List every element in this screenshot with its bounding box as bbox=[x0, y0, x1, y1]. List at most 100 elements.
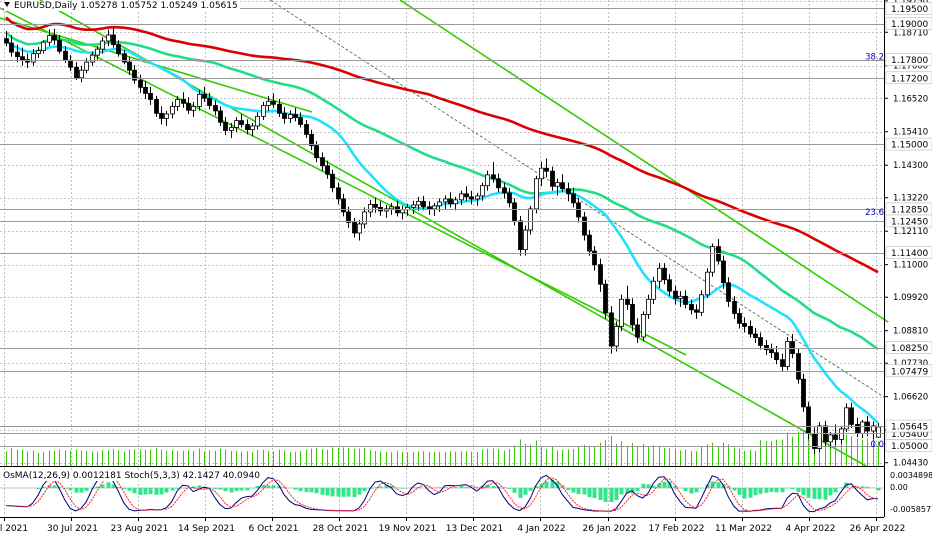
price-level-box bbox=[885, 17, 932, 30]
candle-body bbox=[213, 105, 218, 112]
candle-body bbox=[132, 69, 137, 81]
candle-body bbox=[95, 48, 100, 56]
stoch-signal-line bbox=[5, 477, 879, 512]
candle-body bbox=[641, 313, 646, 338]
price-level-box bbox=[885, 246, 932, 259]
candle-body bbox=[485, 174, 490, 187]
candle-body bbox=[368, 203, 373, 213]
date-tick-label: 30 Jul 2021 bbox=[47, 524, 98, 534]
candle-body bbox=[304, 124, 309, 135]
candle-body bbox=[496, 178, 501, 189]
candle-body bbox=[726, 282, 731, 302]
price-tick-label: 1.15410 bbox=[893, 128, 928, 138]
candle-body bbox=[250, 125, 255, 131]
candle-body bbox=[293, 114, 298, 118]
candle-body bbox=[100, 40, 105, 50]
candle-body bbox=[518, 220, 523, 250]
price-level-label: 1.05400 bbox=[891, 430, 928, 440]
candle-body bbox=[502, 187, 507, 194]
price-level-box bbox=[885, 214, 932, 228]
candle-body bbox=[630, 304, 635, 326]
stoch-label: Stoch(5,3,3) 42.1427 40.0940 bbox=[124, 471, 260, 481]
candle-body bbox=[555, 182, 560, 187]
ohlc-values: 1.05278 1.05752 1.05249 1.05615 bbox=[80, 1, 238, 11]
candle-body bbox=[571, 193, 576, 204]
indicator-scale-label: -0.0058571 bbox=[890, 505, 932, 514]
candle-body bbox=[79, 69, 84, 79]
price-level-box bbox=[885, 53, 932, 66]
price-level-label: 1.12450 bbox=[891, 217, 928, 227]
candle-body bbox=[475, 195, 480, 200]
date-tick-label: 8 Jul 2021 bbox=[0, 524, 28, 534]
candle-body bbox=[876, 426, 881, 438]
candle-body bbox=[4, 38, 9, 44]
candle-body bbox=[143, 87, 148, 94]
candle-body bbox=[437, 201, 442, 207]
date-tick-label: 4 Apr 2022 bbox=[786, 524, 836, 534]
candle-body bbox=[218, 110, 223, 123]
candle-body bbox=[512, 202, 517, 222]
candle-body bbox=[282, 112, 287, 119]
price-level-label: 1.19000 bbox=[891, 20, 928, 30]
candle-body bbox=[673, 290, 678, 299]
candle-body bbox=[63, 50, 68, 61]
candle-body bbox=[748, 326, 753, 335]
candle-body bbox=[266, 100, 271, 106]
candle-body bbox=[320, 157, 325, 167]
candle-body bbox=[164, 113, 169, 119]
candle-body bbox=[271, 100, 276, 105]
candle-body bbox=[239, 120, 244, 125]
candle-body bbox=[148, 93, 153, 100]
price-level-label: 1.08250 bbox=[891, 344, 928, 354]
price-tick-label: 1.16520 bbox=[893, 94, 928, 104]
candle-body bbox=[20, 56, 25, 61]
candle-body bbox=[346, 211, 351, 223]
price-level-box bbox=[885, 439, 932, 452]
date-tick-label: 17 Feb 2022 bbox=[648, 524, 704, 534]
candle-body bbox=[138, 79, 143, 88]
candle-body bbox=[314, 145, 319, 159]
candle-body bbox=[41, 41, 46, 52]
candle-body bbox=[833, 434, 838, 440]
candle-body bbox=[796, 353, 801, 380]
price-tick-label: 1.14300 bbox=[893, 161, 928, 171]
candle-body bbox=[373, 203, 378, 208]
candle-body bbox=[459, 193, 464, 201]
candle-body bbox=[421, 200, 426, 208]
candle-body bbox=[651, 280, 656, 300]
candle-body bbox=[325, 165, 330, 175]
candle-body bbox=[678, 295, 683, 299]
candle-body bbox=[116, 44, 121, 55]
candle-body bbox=[560, 182, 565, 190]
candle-body bbox=[90, 54, 95, 63]
date-tick-label: 14 Sep 2021 bbox=[178, 524, 235, 534]
price-level-label: 1.05645 bbox=[891, 423, 928, 433]
price-tick-label: 1.17600 bbox=[893, 62, 928, 72]
candle-body bbox=[154, 99, 159, 114]
candle-body bbox=[550, 170, 555, 187]
date-tick-label: 28 Oct 2021 bbox=[313, 524, 369, 534]
candle-body bbox=[635, 324, 640, 338]
candle-body bbox=[47, 35, 52, 43]
date-tick-label: 13 Dec 2021 bbox=[446, 524, 504, 534]
price-tick-label: 1.09920 bbox=[893, 293, 928, 303]
indicator-header: OsMA(12,26,9) 0.0012181 Stoch(5,3,3) 42.… bbox=[3, 471, 262, 481]
candle-body bbox=[609, 312, 614, 347]
candle-body bbox=[806, 406, 811, 434]
candle-body bbox=[662, 267, 667, 281]
candle-body bbox=[234, 120, 239, 128]
candle-body bbox=[261, 105, 266, 117]
candle-body bbox=[523, 229, 528, 250]
price-level-box bbox=[885, 364, 932, 378]
dropdown-triangle-icon[interactable] bbox=[4, 2, 10, 7]
candle-body bbox=[411, 204, 416, 208]
candle-body bbox=[330, 173, 335, 189]
candle-body bbox=[764, 345, 769, 351]
candle-body bbox=[341, 198, 346, 213]
candle-body bbox=[427, 206, 432, 210]
candle-body bbox=[181, 99, 186, 104]
candle-body bbox=[202, 93, 207, 99]
candle-body bbox=[480, 185, 485, 197]
date-tick-label: 4 Jan 2022 bbox=[517, 524, 565, 534]
